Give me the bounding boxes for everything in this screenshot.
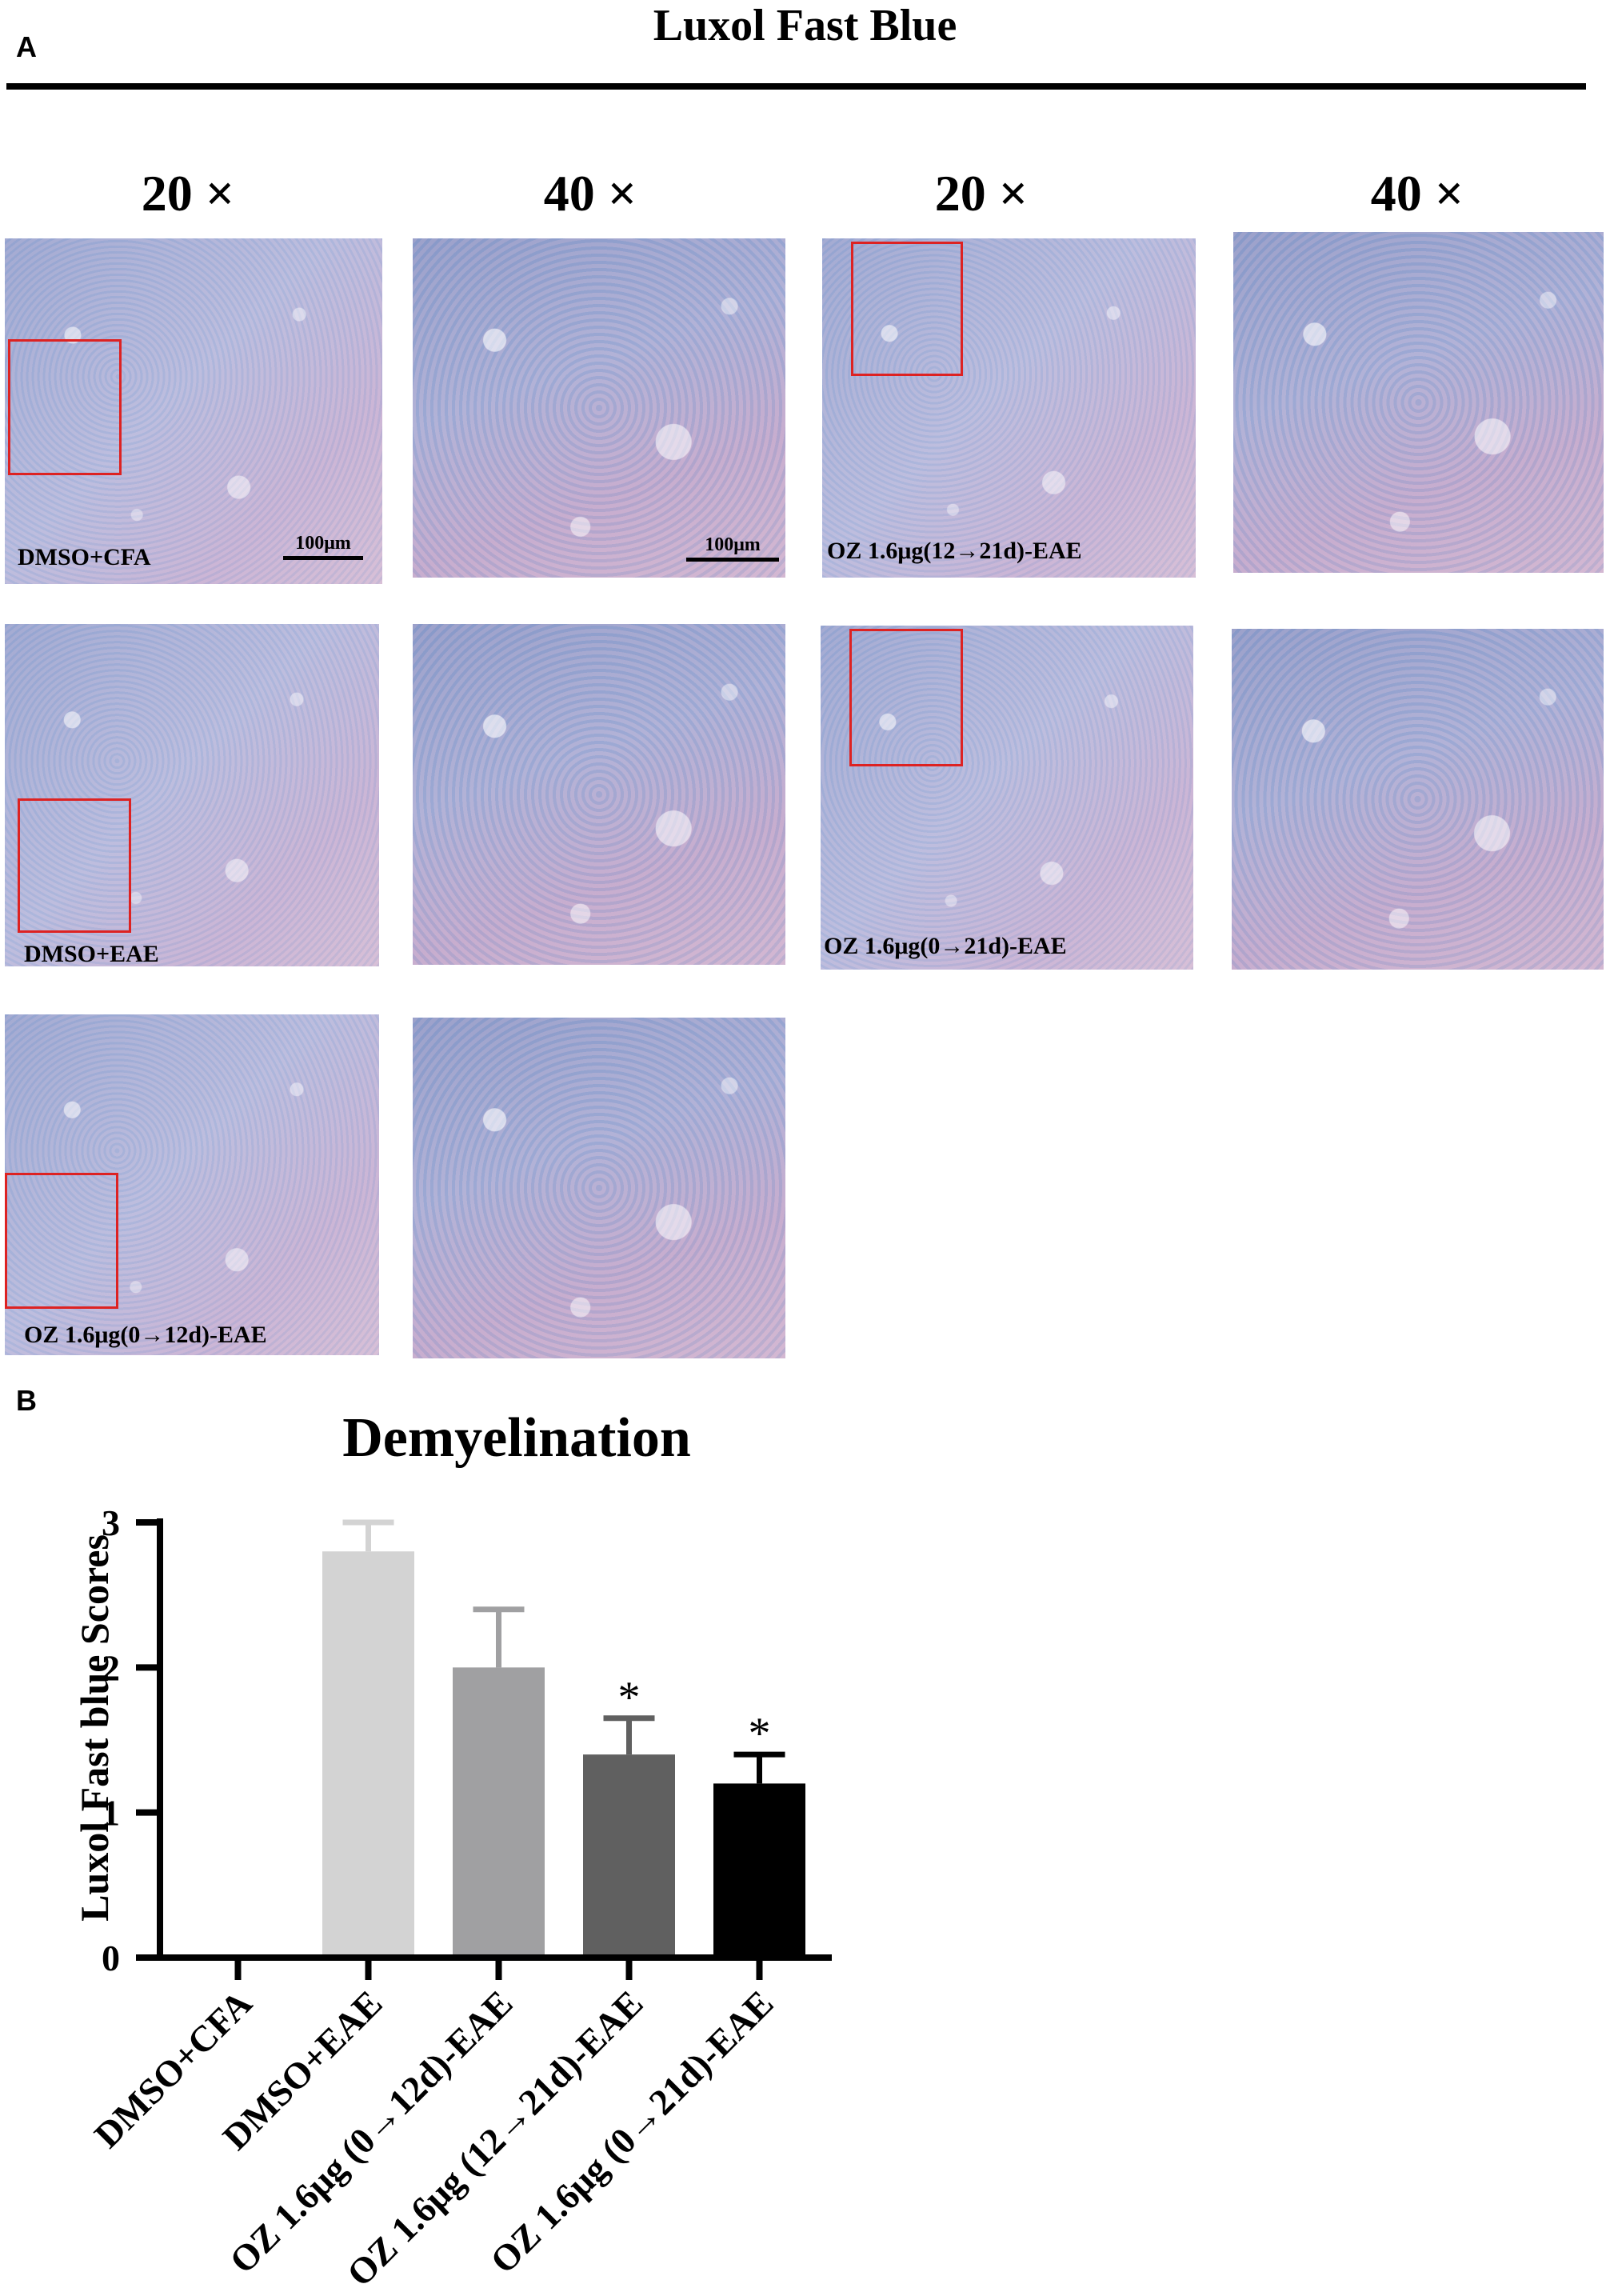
- roi-box: [8, 339, 122, 475]
- roi-box: [18, 798, 131, 933]
- scale-bar: 100μm: [686, 534, 779, 562]
- significance-marker: *: [618, 1673, 641, 1722]
- scale-bar: 100μm: [283, 533, 363, 560]
- micrograph-dmso-eae-20x: DMSO+EAE: [5, 624, 379, 966]
- roi-box: [5, 1173, 118, 1309]
- micrograph-oz-0-12d-40x: [413, 1018, 785, 1358]
- panel-b-letter: B: [16, 1384, 37, 1417]
- micrograph-oz-0-12d-20x: OZ 1.6μg(0→12d)-EAE: [5, 1014, 379, 1355]
- y-axis-label: Luxol Fast blue Scores: [72, 1534, 117, 1922]
- group-label-oz-12-21d: OZ 1.6μg(12→21d)-EAE: [827, 538, 1082, 564]
- bar: [583, 1754, 675, 1958]
- scale-bar-label: 100μm: [295, 533, 351, 554]
- roi-box: [849, 629, 963, 766]
- micrograph-dmso-eae-40x: [413, 624, 785, 965]
- group-label-oz-0-12d: OZ 1.6μg(0→12d)-EAE: [24, 1322, 267, 1348]
- roi-box: [851, 242, 963, 376]
- y-tick-label: 1: [102, 1793, 120, 1834]
- micrograph-oz-0-21d-40x: [1232, 629, 1604, 970]
- micrograph-dmso-cfa-20x: DMSO+CFA 100μm: [5, 238, 382, 584]
- panel-a-letter: A: [16, 30, 37, 63]
- y-tick-label: 0: [102, 1938, 120, 1978]
- micrograph-oz-12-21d-20x: OZ 1.6μg(12→21d)-EAE: [822, 238, 1196, 578]
- magnification-label-col4: 40 ×: [1370, 165, 1464, 222]
- magnification-label-col2: 40 ×: [543, 165, 637, 222]
- bar: [713, 1783, 805, 1958]
- title-rule: [6, 83, 1586, 90]
- y-tick-label: 3: [102, 1502, 120, 1543]
- significance-marker: *: [749, 1709, 771, 1758]
- micrograph-dmso-cfa-40x: 100μm: [413, 238, 785, 578]
- group-label-dmso-cfa: DMSO+CFA: [18, 544, 151, 570]
- bar: [453, 1667, 545, 1958]
- group-label-oz-0-21d: OZ 1.6μg(0→21d)-EAE: [824, 933, 1067, 959]
- scale-bar-label: 100μm: [705, 534, 761, 555]
- magnification-label-col3: 20 ×: [934, 165, 1029, 222]
- y-tick-label: 2: [102, 1647, 120, 1688]
- chart-title: Demyelination: [342, 1407, 691, 1469]
- figure-title: Luxol Fast Blue: [653, 1, 957, 50]
- bar-chart: Demyelination Luxol Fast blue Scores 0 1 2…: [72, 1407, 832, 2294]
- micrograph-oz-12-21d-40x: [1233, 232, 1604, 573]
- micrograph-oz-0-21d-20x: OZ 1.6μg(0→21d)-EAE: [821, 626, 1193, 970]
- group-label-dmso-eae: DMSO+EAE: [24, 941, 159, 966]
- bar: [322, 1551, 414, 1958]
- magnification-label-col1: 20 ×: [141, 165, 235, 222]
